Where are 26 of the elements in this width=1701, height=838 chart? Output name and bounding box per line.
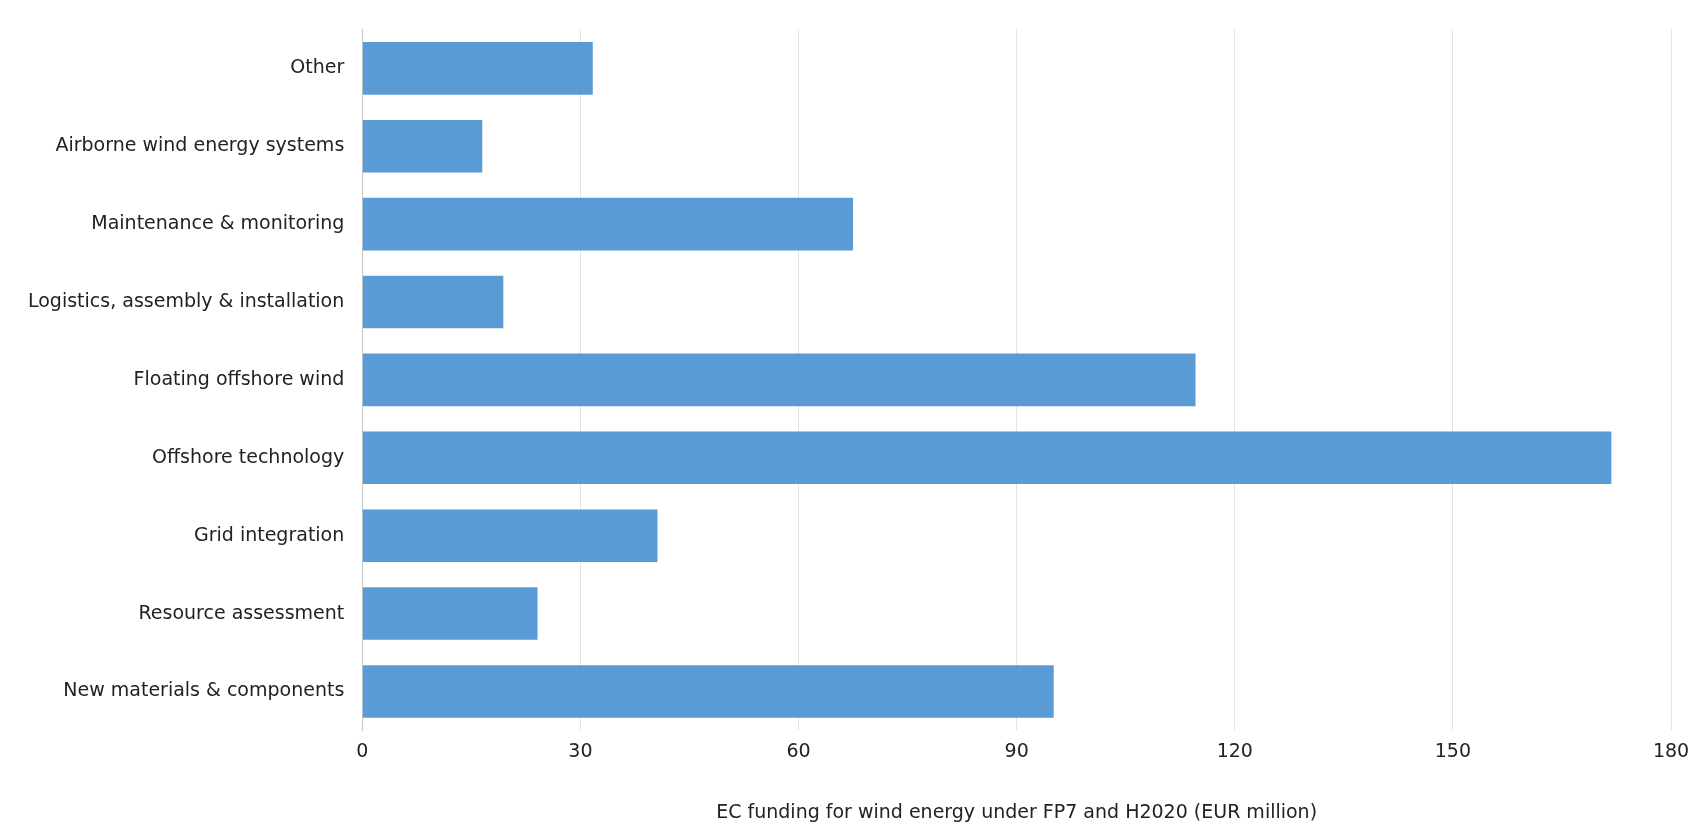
bar xyxy=(362,431,1612,485)
bar xyxy=(362,197,854,251)
bar xyxy=(362,509,658,562)
bar xyxy=(362,42,593,95)
x-axis-title: EC funding for wind energy under FP7 and H2020 (EUR million) xyxy=(716,799,1318,822)
y-tick-label: Resource assessment xyxy=(138,600,345,623)
x-tick-label: 180 xyxy=(1652,738,1690,761)
y-tick-label: Maintenance & monitoring xyxy=(91,211,345,234)
bar xyxy=(362,353,1196,407)
y-tick-label: Offshore technology xyxy=(152,444,345,467)
x-tick-label: 60 xyxy=(786,738,811,761)
y-tick-label: Airborne wind energy systems xyxy=(55,133,345,156)
y-tick-label: Logistics, assembly & installation xyxy=(28,288,345,311)
y-tick-label: Floating offshore wind xyxy=(133,366,345,389)
bar xyxy=(362,665,1054,718)
bar xyxy=(362,275,504,329)
x-tick-label: 120 xyxy=(1216,738,1253,761)
x-tick-label: 30 xyxy=(568,738,593,761)
x-tick-label: 90 xyxy=(1004,738,1029,761)
y-tick-label: Grid integration xyxy=(194,522,345,545)
y-tick-label: Other xyxy=(290,55,345,78)
x-tick-label: 150 xyxy=(1434,738,1472,761)
bar xyxy=(362,587,538,640)
x-tick-label: 0 xyxy=(356,738,369,761)
bar xyxy=(362,119,483,173)
y-tick-label: New materials & components xyxy=(63,678,345,701)
